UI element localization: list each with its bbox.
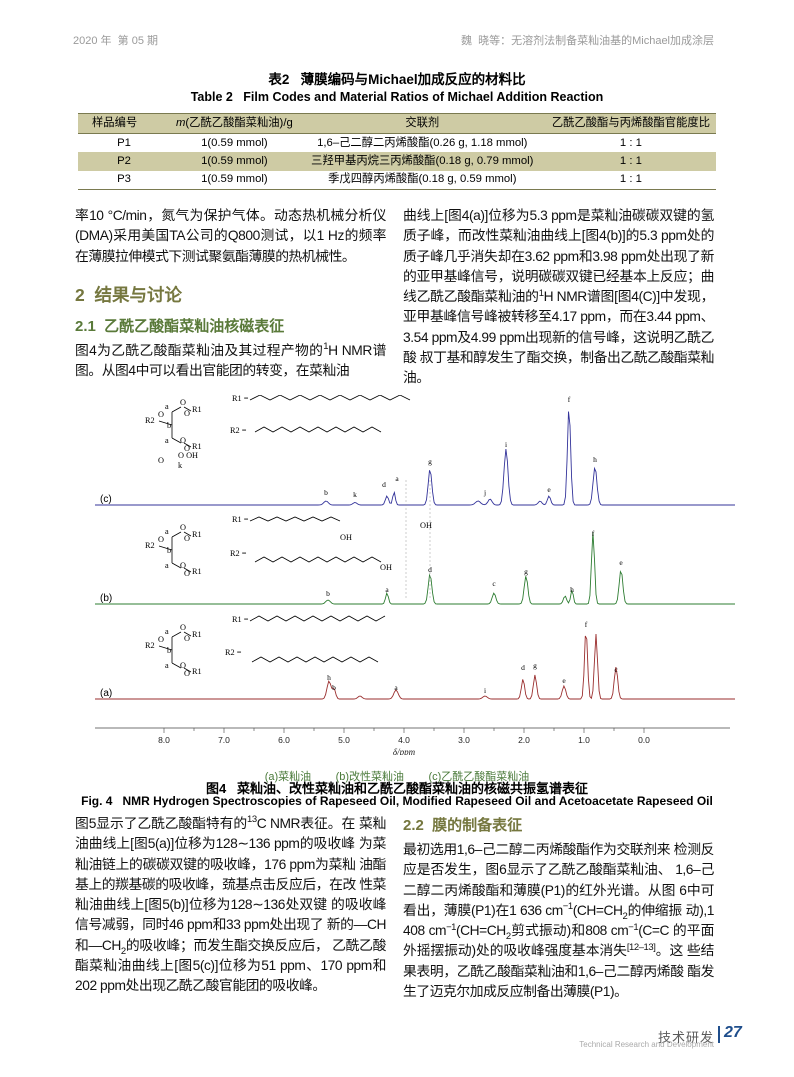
svg-text:O: O: [158, 535, 164, 544]
svg-text:O: O: [184, 534, 190, 543]
svg-text:O: O: [180, 623, 186, 632]
svg-text:7.0: 7.0: [218, 735, 230, 745]
svg-text:O: O: [158, 410, 164, 419]
svg-text:a: a: [385, 585, 389, 594]
svg-text:b: b: [332, 683, 336, 692]
svg-text:OH: OH: [340, 533, 352, 542]
svg-text:j: j: [483, 488, 486, 497]
svg-text:R2 =: R2 =: [230, 549, 247, 558]
svg-text:c: c: [614, 665, 618, 674]
svg-text:g: g: [533, 661, 537, 670]
svg-text:i: i: [484, 686, 486, 695]
svg-text:2.0: 2.0: [518, 735, 530, 745]
svg-text:(c): (c): [100, 494, 112, 505]
svg-text:h: h: [593, 455, 597, 464]
svg-text:b: b: [167, 546, 171, 555]
svg-text:i: i: [505, 440, 507, 449]
svg-text:g: g: [428, 457, 432, 466]
svg-text:O: O: [158, 456, 164, 465]
svg-text:O: O: [158, 635, 164, 644]
svg-text:R1 =: R1 =: [232, 515, 249, 524]
svg-text:c: c: [492, 579, 496, 588]
svg-text:4.0: 4.0: [398, 735, 410, 745]
svg-text:f: f: [568, 395, 571, 404]
svg-text:b: b: [326, 589, 330, 598]
svg-text:h: h: [327, 673, 331, 682]
svg-text:e: e: [547, 485, 551, 494]
svg-text:R1: R1: [192, 442, 202, 451]
svg-text:a: a: [165, 402, 169, 411]
svg-text:R1: R1: [192, 530, 202, 539]
svg-text:k: k: [353, 490, 357, 499]
svg-text:O: O: [184, 634, 190, 643]
svg-text:a: a: [165, 527, 169, 536]
svg-text:b: b: [167, 421, 171, 430]
svg-text:O: O: [184, 409, 190, 418]
svg-text:R2: R2: [145, 416, 155, 425]
svg-text:OH: OH: [420, 521, 432, 530]
svg-text:b: b: [167, 646, 171, 655]
svg-text:a: a: [395, 474, 399, 483]
svg-text:S: S: [398, 395, 403, 397]
svg-text:f: f: [592, 529, 595, 538]
svg-text:R1 =: R1 =: [232, 615, 249, 624]
svg-text:(b): (b): [100, 593, 112, 604]
svg-text:a: a: [165, 661, 169, 670]
svg-text:a: a: [165, 436, 169, 445]
svg-text:d: d: [521, 663, 525, 672]
svg-text:a: a: [165, 561, 169, 570]
svg-text:6.0: 6.0: [278, 735, 290, 745]
svg-text:0.0: 0.0: [638, 735, 650, 745]
svg-text:R1: R1: [192, 630, 202, 639]
svg-text:O: O: [184, 569, 190, 578]
svg-text:OH: OH: [380, 563, 392, 572]
svg-text:O: O: [180, 398, 186, 407]
svg-text:R1 =: R1 =: [232, 395, 249, 403]
svg-text:a: a: [394, 683, 398, 692]
svg-text:R1: R1: [192, 405, 202, 414]
svg-text:R2: R2: [145, 641, 155, 650]
svg-text:b: b: [324, 488, 328, 497]
svg-text:8.0: 8.0: [158, 735, 170, 745]
svg-text:e: e: [562, 676, 566, 685]
svg-text:(a): (a): [100, 688, 112, 699]
svg-text:O: O: [180, 523, 186, 532]
svg-text:R1: R1: [192, 567, 202, 576]
svg-text:R2: R2: [145, 541, 155, 550]
svg-text:R1: R1: [192, 667, 202, 676]
svg-text:g: g: [524, 567, 528, 576]
svg-text:R2 =: R2 =: [225, 648, 242, 657]
svg-text:3.0: 3.0: [458, 735, 470, 745]
svg-text:5.0: 5.0: [338, 735, 350, 745]
svg-text:O: O: [184, 669, 190, 678]
svg-text:d: d: [382, 480, 386, 489]
svg-text:1.0: 1.0: [578, 735, 590, 745]
svg-text:O OH: O OH: [178, 451, 198, 460]
svg-text:f: f: [585, 620, 588, 629]
svg-text:h: h: [570, 585, 574, 594]
svg-text:e: e: [619, 558, 623, 567]
svg-text:k: k: [178, 461, 183, 470]
svg-text:a: a: [165, 627, 169, 636]
svg-text:R2 =: R2 =: [230, 426, 247, 435]
svg-text:δ/ppm: δ/ppm: [393, 747, 416, 755]
